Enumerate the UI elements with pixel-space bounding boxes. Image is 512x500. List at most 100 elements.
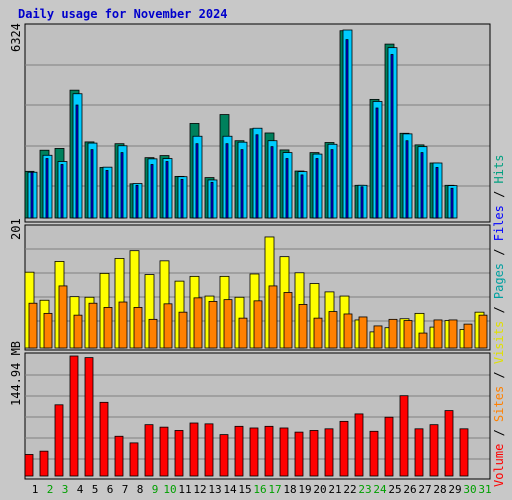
legend-separator: / — [492, 421, 506, 444]
sites-bar — [373, 325, 383, 349]
x-tick-label: 6 — [107, 483, 114, 496]
x-tick-label: 3 — [62, 483, 69, 496]
volume-bar — [429, 424, 439, 477]
sites-bar — [28, 302, 38, 349]
volume-bar — [294, 431, 304, 477]
volume-bar — [399, 395, 409, 477]
volume-bar — [354, 413, 364, 477]
files-bar — [285, 158, 289, 219]
x-tick-label: 21 — [328, 483, 341, 496]
volume-bar — [39, 450, 49, 477]
volume-bar — [324, 428, 334, 477]
volume-bar — [414, 428, 424, 477]
sites-bar — [223, 299, 233, 349]
volume-bar — [369, 430, 379, 477]
x-tick-label: 29 — [448, 483, 461, 496]
files-bar — [30, 171, 34, 219]
files-bar — [255, 134, 259, 219]
sites-bar — [118, 301, 128, 349]
volume-bar — [264, 425, 274, 477]
volume-bar — [114, 435, 124, 477]
x-tick-label: 17 — [268, 483, 281, 496]
volume-bar — [189, 422, 199, 477]
files-bar — [300, 174, 304, 219]
sites-bar — [403, 320, 413, 349]
files-bar — [165, 161, 169, 219]
sites-bar — [313, 317, 323, 349]
x-tick-label: 13 — [208, 483, 221, 496]
x-tick-label: 11 — [178, 483, 191, 496]
sites-bar — [433, 319, 443, 349]
volume-bar — [444, 410, 454, 477]
files-bar — [405, 140, 409, 219]
files-bar — [90, 149, 94, 219]
volume-bar — [69, 355, 79, 477]
x-tick-label: 19 — [298, 483, 311, 496]
sites-bar — [478, 314, 488, 349]
legend-separator: / — [492, 364, 506, 386]
sites-bar — [178, 311, 188, 349]
x-tick-label: 23 — [358, 483, 371, 496]
legend-separator: / — [492, 299, 506, 321]
files-bar — [390, 54, 394, 219]
files-bar — [450, 187, 454, 219]
sites-bar — [418, 332, 428, 349]
files-bar — [315, 158, 319, 219]
x-tick-label: 18 — [283, 483, 296, 496]
volume-bar — [309, 430, 319, 477]
files-bar — [105, 170, 109, 219]
x-tick-label: 12 — [193, 483, 206, 496]
sites-bar — [358, 316, 368, 349]
legend-item-sites: Sites — [492, 385, 506, 422]
files-bar — [150, 164, 154, 219]
legend-item-volume: Volume — [492, 443, 506, 487]
files-bar — [225, 143, 229, 219]
files-bar — [270, 146, 274, 219]
files-bar — [135, 184, 139, 219]
x-tick-label: 16 — [253, 483, 266, 496]
x-tick-label: 9 — [152, 483, 159, 496]
sites-bar — [448, 319, 458, 349]
files-bar — [60, 164, 64, 219]
volume-bar — [234, 425, 244, 477]
files-bar — [195, 143, 199, 219]
legend-item-files: Files — [492, 205, 506, 242]
sites-bar — [103, 307, 113, 349]
x-tick-label: 31 — [478, 483, 491, 496]
sites-bar — [343, 313, 353, 349]
sites-bar — [208, 301, 218, 349]
volume-bar — [249, 427, 259, 477]
sites-bar — [148, 318, 158, 349]
x-tick-label: 1 — [32, 483, 39, 496]
x-tick-label: 4 — [77, 483, 84, 496]
volume-bar — [384, 416, 394, 477]
sites-bar — [298, 304, 308, 349]
legend-separator: / — [492, 183, 506, 206]
files-bar — [45, 158, 49, 219]
files-bar — [345, 39, 349, 219]
volume-bar — [339, 420, 349, 477]
volume-bar — [204, 423, 214, 477]
volume-bar — [219, 434, 229, 477]
x-tick-label: 26 — [403, 483, 416, 496]
files-bar — [120, 152, 124, 219]
files-bar — [375, 107, 379, 219]
legend-separator: / — [492, 241, 506, 263]
volume-bar — [54, 404, 64, 477]
x-tick-label: 8 — [137, 483, 144, 496]
volume-bar — [459, 428, 469, 477]
x-tick-label: 10 — [163, 483, 176, 496]
x-tick-label: 20 — [313, 483, 326, 496]
x-tick-label: 27 — [418, 483, 431, 496]
sites-bar — [283, 292, 293, 349]
x-tick-label: 2 — [47, 483, 54, 496]
volume-bar — [159, 426, 169, 477]
x-tick-label: 30 — [463, 483, 476, 496]
x-tick-label: 15 — [238, 483, 251, 496]
sites-bar — [58, 285, 68, 349]
volume-bar — [84, 357, 94, 477]
volume-bar — [129, 442, 139, 477]
sites-bar — [193, 297, 203, 349]
chart-title: Daily usage for November 2024 — [18, 7, 228, 21]
sites-bar — [253, 300, 263, 349]
